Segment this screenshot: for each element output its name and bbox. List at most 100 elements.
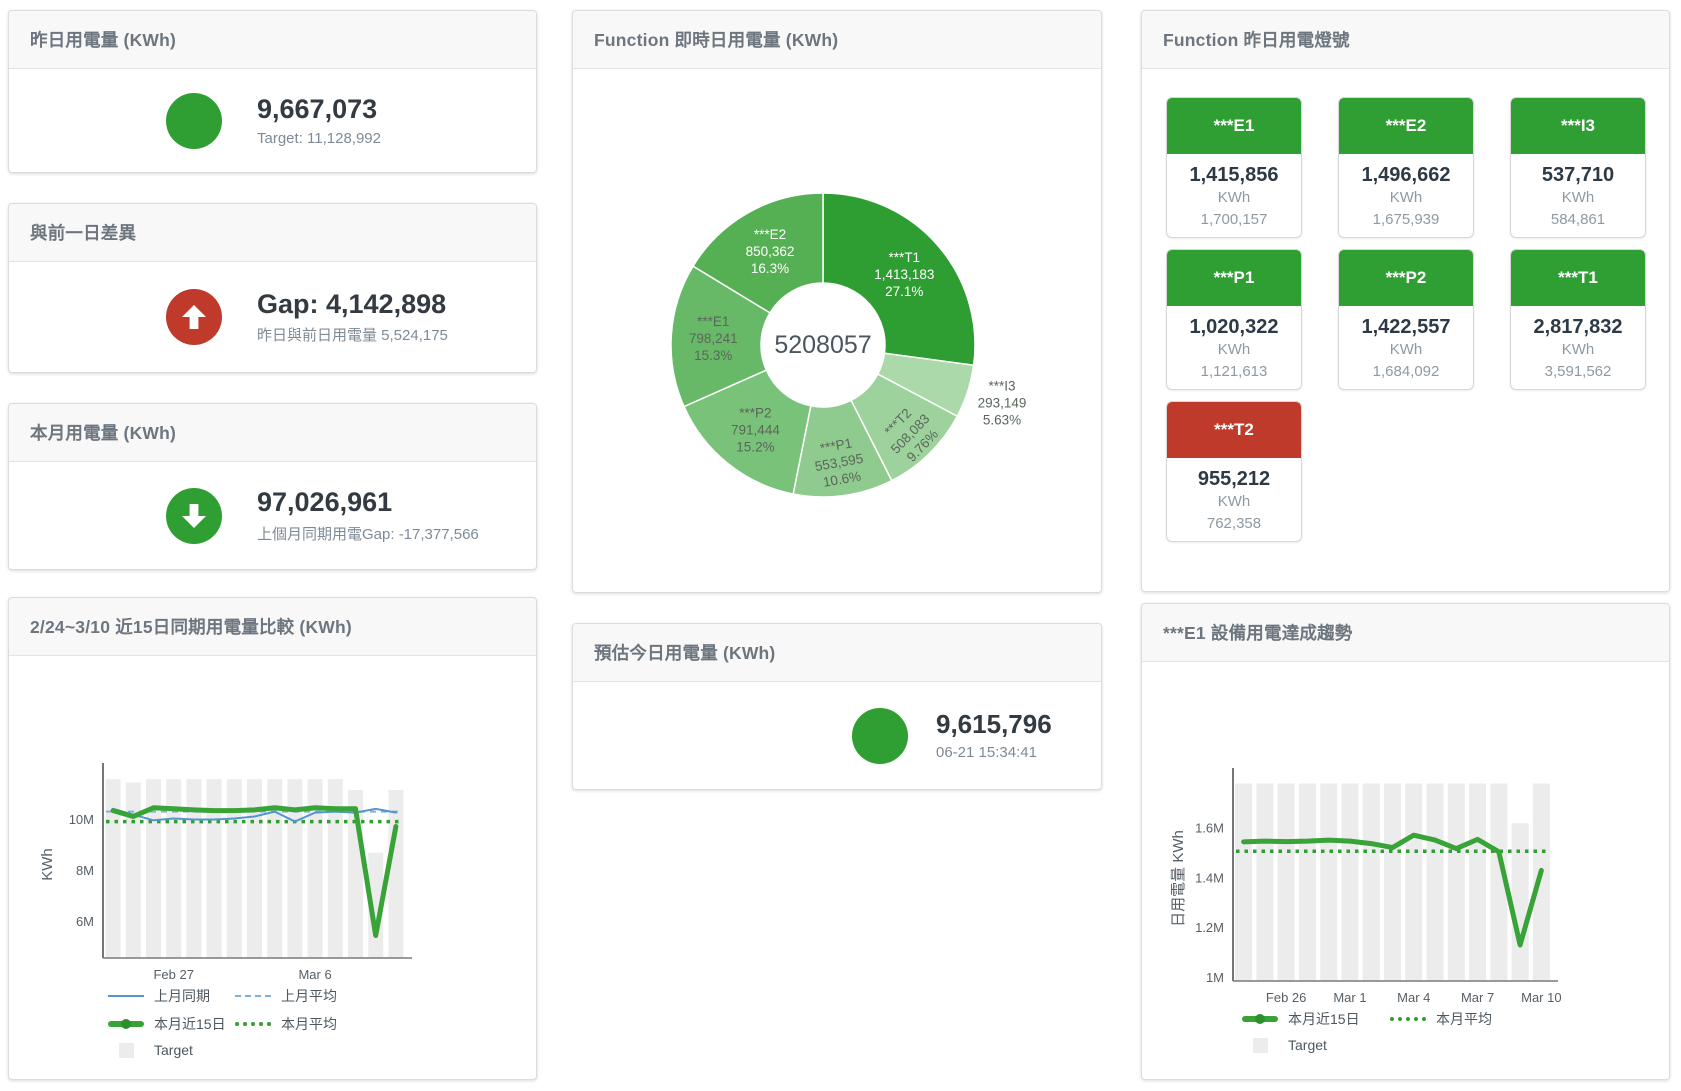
donut-slice-label: ***T1 1,413,183 27.1% bbox=[874, 250, 934, 299]
legend-item[interactable]: 本月近15日 bbox=[1242, 1009, 1390, 1029]
e1-trend-chart[interactable]: 1M 1.2M 1.4M 1.6M Feb 26 Mar 1 Mar 4 Mar 7 Mar 1… bbox=[1142, 662, 1671, 1081]
target-bar bbox=[226, 779, 242, 958]
legend-item[interactable]: 本月平均 bbox=[1390, 1009, 1538, 1029]
card-title: 與前一日差異 bbox=[9, 204, 536, 262]
target-bar bbox=[368, 852, 384, 958]
tile-unit: KWh bbox=[1561, 189, 1595, 206]
tile-target-value: 1,700,157 bbox=[1200, 211, 1268, 228]
target-bar bbox=[327, 779, 343, 958]
tile-value: 1,496,662 bbox=[1361, 164, 1451, 186]
legend-label: Target bbox=[1288, 1037, 1327, 1053]
tile-unit: KWh bbox=[1389, 189, 1423, 206]
card-title: 2/24~3/10 近15日同期用電量比較 (KWh) bbox=[9, 598, 536, 656]
function-lights-grid: ***E1 1,415,856 KWh 1,700,157 ***E2 1,496,662… bbox=[1142, 69, 1669, 542]
light-tile-E1: ***E1 1,415,856 KWh 1,700,157 bbox=[1166, 97, 1302, 238]
legend-label: 本月平均 bbox=[1436, 1011, 1492, 1027]
tile-target-value: 3,591,562 bbox=[1544, 363, 1612, 380]
legend-swatch-blue-line bbox=[108, 995, 144, 997]
legend-swatch-gray-square bbox=[1253, 1037, 1268, 1053]
card-gap-previous-day: 與前一日差異 Gap: 4,142,898 昨日與前日用電量 5,524,175 bbox=[8, 203, 537, 373]
compare-15day-chart[interactable]: 6M 8M 10M Feb 27 Mar 6 KWh bbox=[9, 656, 538, 1081]
estimate-value: 9,615,796 bbox=[936, 709, 1052, 740]
donut-slice-P2[interactable] bbox=[683, 369, 812, 495]
tile-unit: KWh bbox=[1217, 493, 1251, 510]
legend-item[interactable]: 本月平均 bbox=[235, 1014, 362, 1034]
target-bar bbox=[388, 789, 404, 958]
tile-value: 1,020,322 bbox=[1189, 316, 1279, 338]
target-bar bbox=[166, 779, 182, 958]
series-本月近15日 bbox=[1241, 832, 1544, 948]
stat-text: 9,615,796 06-21 15:34:41 bbox=[936, 709, 1052, 761]
arrow-up-circle-icon bbox=[166, 289, 222, 345]
y-tick-label: 1M bbox=[1206, 970, 1224, 985]
legend-label: 上月平均 bbox=[281, 988, 337, 1004]
stat-text: 97,026,961 上個月同期用電Gap: -17,377,566 bbox=[257, 487, 479, 543]
light-tile-T1: ***T1 2,817,832 KWh 3,591,562 bbox=[1510, 249, 1646, 390]
legend-swatch-blue-dash bbox=[235, 995, 271, 997]
legend-label: Target bbox=[154, 1042, 193, 1058]
legend-label: 本月近15日 bbox=[154, 1016, 226, 1032]
donut-slice-label: ***E1 798,241 15.3% bbox=[689, 314, 738, 363]
compare-chart-legend: 上月同期 上月平均本月近15日 本月平均 Target bbox=[108, 986, 362, 1058]
target-bar bbox=[1341, 783, 1359, 981]
target-bar bbox=[1298, 783, 1316, 981]
x-tick-label: Feb 27 bbox=[153, 967, 193, 982]
legend-item[interactable]: Target bbox=[108, 1042, 235, 1058]
estimate-timestamp: 06-21 15:34:41 bbox=[936, 743, 1037, 761]
x-tick-label: Mar 6 bbox=[298, 967, 331, 982]
target-bar bbox=[146, 779, 161, 958]
tile-unit: KWh bbox=[1217, 341, 1251, 358]
donut-slice-label: ***P1553,59510.6% bbox=[811, 434, 868, 491]
tile-target-value: 1,675,939 bbox=[1372, 211, 1440, 228]
target-bar bbox=[287, 779, 303, 958]
tile-value: 537,710 bbox=[1541, 164, 1615, 186]
legend-item[interactable]: 本月近15日 bbox=[108, 1014, 235, 1034]
tile-status-header: ***P1 bbox=[1167, 250, 1301, 306]
tile-status-header: ***T1 bbox=[1511, 250, 1645, 306]
donut-center-value: 5208057 bbox=[774, 331, 871, 359]
donut-slice-E2[interactable] bbox=[692, 192, 824, 314]
tile-unit: KWh bbox=[1561, 341, 1595, 358]
stat-text: Gap: 4,142,898 昨日與前日用電量 5,524,175 bbox=[257, 289, 448, 345]
donut-slice-T1[interactable] bbox=[822, 192, 976, 367]
legend-item[interactable]: 上月同期 bbox=[108, 986, 235, 1006]
target-bar bbox=[1362, 783, 1380, 981]
card-15day-compare-chart: 2/24~3/10 近15日同期用電量比較 (KWh) 6M 8M 10M Feb 2… bbox=[8, 597, 537, 1080]
legend-swatch-green-dot bbox=[235, 1022, 271, 1026]
x-tick-label: Feb 26 bbox=[1266, 990, 1306, 1005]
y-tick-label: 1.2M bbox=[1195, 920, 1224, 935]
target-bar bbox=[1447, 783, 1465, 981]
target-bar bbox=[1384, 783, 1401, 981]
legend-swatch-green-line bbox=[1242, 1014, 1278, 1024]
series-本月近15日 bbox=[110, 805, 399, 939]
card-estimate-today: 預估今日用電量 (KWh) 9,615,796 06-21 15:34:41 bbox=[572, 623, 1102, 790]
tile-unit: KWh bbox=[1389, 341, 1423, 358]
legend-item[interactable]: 上月平均 bbox=[235, 986, 362, 1006]
tile-unit: KWh bbox=[1217, 189, 1251, 206]
yesterday-usage-value: 9,667,073 bbox=[257, 94, 378, 125]
tile-status-header: ***I3 bbox=[1511, 98, 1645, 154]
legend-item[interactable]: Target bbox=[1242, 1037, 1390, 1053]
tile-target-value: 1,121,613 bbox=[1200, 363, 1268, 380]
card-month-usage: 本月用電量 (KWh) 97,026,961 上個月同期用電Gap: -17,3… bbox=[8, 403, 537, 570]
donut-slice-label: ***I3 293,149 5.63% bbox=[978, 379, 1027, 428]
tile-status-header: ***T2 bbox=[1167, 402, 1301, 458]
light-tile-P2: ***P2 1,422,557 KWh 1,684,092 bbox=[1338, 249, 1474, 390]
x-tick-label: Mar 4 bbox=[1397, 990, 1430, 1005]
legend-label: 上月同期 bbox=[154, 988, 210, 1004]
tile-value: 1,422,557 bbox=[1361, 316, 1451, 338]
target-bar bbox=[1490, 783, 1508, 981]
tile-value: 2,817,832 bbox=[1533, 316, 1623, 338]
donut-slice-E1[interactable] bbox=[670, 265, 772, 408]
realtime-usage-donut-chart[interactable]: ***T1 1,413,183 27.1%***I3 293,149 5.63%***T… bbox=[573, 69, 1103, 594]
target-bar bbox=[1320, 783, 1338, 981]
target-bar bbox=[105, 779, 121, 958]
target-bar bbox=[1235, 783, 1253, 981]
light-tile-P1: ***P1 1,020,322 KWh 1,121,613 bbox=[1166, 249, 1302, 390]
gap-sub: 昨日與前日用電量 5,524,175 bbox=[257, 327, 448, 345]
card-title: 預估今日用電量 (KWh) bbox=[573, 624, 1101, 682]
y-axis-label: KWh bbox=[39, 848, 56, 881]
target-bar bbox=[247, 779, 262, 958]
trend-chart-legend: 本月近15日 本月平均 Target bbox=[1242, 1009, 1538, 1053]
target-bar bbox=[1277, 783, 1295, 981]
